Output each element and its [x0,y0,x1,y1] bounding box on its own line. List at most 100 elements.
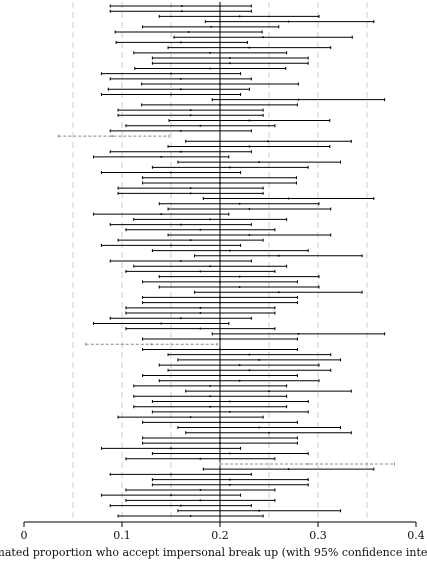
interval-point-estimate [228,452,231,455]
interval [167,46,332,50]
interval-point-estimate [219,83,221,86]
interval-point-estimate [179,88,182,91]
interval [158,363,320,367]
interval-point-estimate [248,145,251,148]
interval-point-estimate [180,10,183,13]
interval [142,25,280,29]
interval [93,155,230,159]
interval-point-estimate [210,25,213,28]
x-tick-label: 0 [21,529,28,542]
interval [142,436,298,440]
interval [109,316,252,320]
interval-point-estimate [219,296,221,299]
x-axis-label: Estimated proportion who accept imperson… [0,546,427,559]
interval [109,259,252,263]
interval [151,478,309,482]
interval [100,493,242,497]
interval-point-estimate [189,515,192,517]
interval [133,51,288,55]
interval [185,431,352,435]
interval-point-estimate [248,369,251,372]
interval [177,160,342,164]
interval [117,113,264,117]
interval-point-estimate [179,41,182,44]
interval [109,9,252,13]
interval [141,82,299,86]
interval-point-estimate [170,447,172,450]
interval [125,488,276,492]
interval-point-estimate [248,119,251,122]
interval [202,197,375,201]
interval [133,394,288,398]
interval [142,337,298,341]
interval [125,311,276,315]
interval [167,368,332,372]
interval [125,498,276,502]
interval-point-estimate [258,426,261,429]
interval [133,405,288,409]
interval [125,124,276,128]
interval-point-estimate [199,488,202,491]
interval [109,472,252,476]
interval-point-estimate [287,20,290,23]
interval-point-estimate [209,384,212,387]
interval-point-estimate [228,62,231,65]
interval [211,98,386,102]
interval-point-estimate [228,166,231,169]
interval-point-estimate [268,390,270,393]
interval [133,217,288,221]
interval-point-estimate [258,358,261,361]
interval-point-estimate [209,405,212,408]
interval [109,129,252,133]
interval [158,285,320,289]
interval-point-estimate [179,129,182,132]
interval-point-estimate [170,72,172,75]
interval-point-estimate [111,135,114,138]
interval [93,212,230,216]
interval [167,353,332,357]
interval [185,139,352,143]
interval-point-estimate [228,483,231,486]
interval-point-estimate [170,93,172,96]
interval [142,301,298,305]
interval-point-estimate [262,36,265,39]
interval-point-estimate [297,98,300,101]
interval [142,420,298,424]
interval-point-estimate [179,223,182,226]
interval-point-estimate [228,478,231,481]
interval [100,171,242,175]
x-axis: 0 0.1 0.2 0.3 0.4 [21,521,425,542]
interval [115,40,248,44]
interval [117,108,264,112]
interval-point-estimate [179,77,182,80]
interval-point-estimate [189,114,192,117]
interval [117,191,264,195]
interval-point-estimate [199,306,202,309]
interval-point-estimate [219,181,221,184]
interval [117,514,264,518]
interval-point-estimate [199,499,202,502]
interval-point-estimate [160,322,163,325]
interval-point-estimate [228,57,231,60]
interval [109,77,252,81]
interval [167,207,332,211]
confidence-intervals [57,4,395,518]
interval-point-estimate [238,202,241,205]
interval [125,457,276,461]
interval [177,509,342,513]
interval [125,269,276,273]
interval-point-estimate [219,176,221,179]
interval-point-estimate [189,416,192,419]
interval-point-estimate [179,260,182,262]
x-tick-label: 0.2 [211,529,229,542]
interval-point-estimate [209,265,212,268]
interval-point-estimate [267,140,270,143]
interval [125,306,276,310]
interval [109,504,252,508]
interval [117,238,264,242]
interval-point-estimate [150,343,153,346]
interval [167,145,331,149]
interval [125,327,276,331]
interval [109,4,252,8]
